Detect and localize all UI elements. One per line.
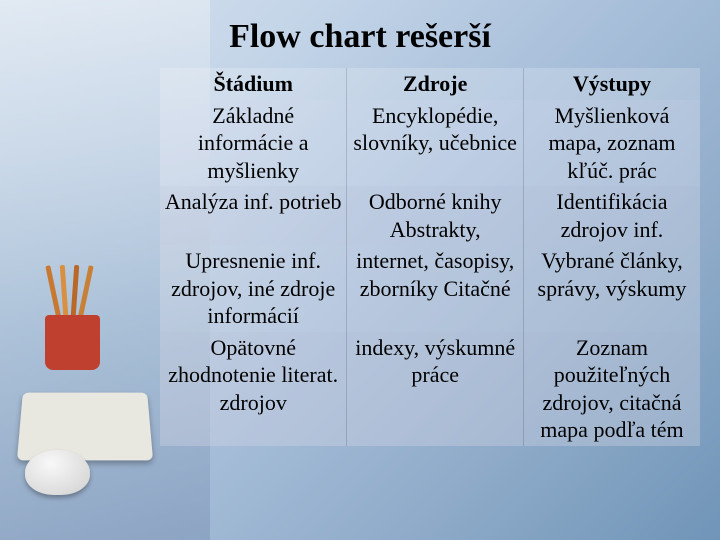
table-cell: Identifikácia zdrojov inf.: [523, 186, 700, 245]
pencils-graphic: [30, 260, 120, 370]
table-cell: Opätovné zhodnotenie literat. zdrojov: [160, 332, 347, 446]
rolodex-graphic: [17, 393, 153, 461]
table-cell: Analýza inf. potrieb: [160, 186, 347, 245]
page-title: Flow chart rešerší: [0, 18, 720, 56]
table-row: Opätovné zhodnotenie literat. zdrojov in…: [160, 332, 700, 446]
flow-chart-table: Štádium Zdroje Výstupy Základné informác…: [160, 68, 700, 446]
header-cell: Zdroje: [347, 68, 524, 100]
mouse-graphic: [25, 450, 90, 495]
table-header-row: Štádium Zdroje Výstupy: [160, 68, 700, 100]
table-cell: Odborné knihy Abstrakty,: [347, 186, 524, 245]
table-cell: Upresnenie inf. zdrojov, iné zdroje info…: [160, 245, 347, 332]
table-cell: Encyklopédie, slovníky, učebnice: [347, 100, 524, 187]
table-cell: Vybrané články, správy, výskumy: [523, 245, 700, 332]
table-cell: Zoznam použiteľných zdrojov, citačná map…: [523, 332, 700, 446]
table-row: Upresnenie inf. zdrojov, iné zdroje info…: [160, 245, 700, 332]
table-cell: Myšlienková mapa, zoznam kľúč. prác: [523, 100, 700, 187]
header-cell: Výstupy: [523, 68, 700, 100]
table-row: Základné informácie a myšlienky Encyklop…: [160, 100, 700, 187]
table-row: Analýza inf. potrieb Odborné knihy Abstr…: [160, 186, 700, 245]
header-cell: Štádium: [160, 68, 347, 100]
table-cell: internet, časopisy, zborníky Citačné: [347, 245, 524, 332]
table-cell: Základné informácie a myšlienky: [160, 100, 347, 187]
table-cell: indexy, výskumné práce: [347, 332, 524, 446]
